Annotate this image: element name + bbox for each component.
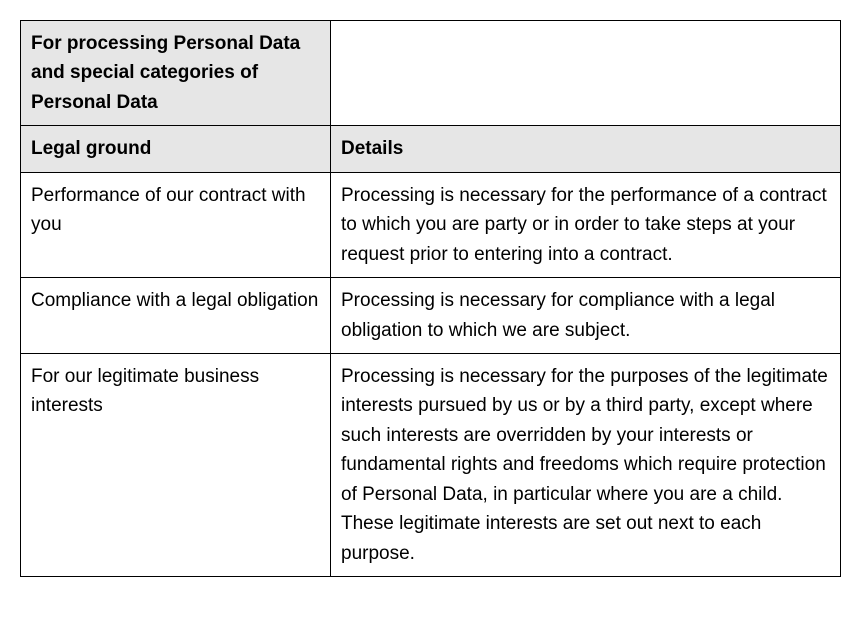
table-row: For our legitimate business interests Pr…: [21, 353, 841, 576]
cell-ground: Performance of our contract with you: [21, 172, 331, 277]
table-header-row: Legal ground Details: [21, 126, 841, 172]
table-title-empty-cell: [331, 21, 841, 126]
cell-details: Processing is necessary for the purposes…: [331, 353, 841, 576]
col-header-ground: Legal ground: [21, 126, 331, 172]
cell-ground: For our legitimate business interests: [21, 353, 331, 576]
col-header-details: Details: [331, 126, 841, 172]
cell-details: Processing is necessary for the performa…: [331, 172, 841, 277]
table-row: Compliance with a legal obligation Proce…: [21, 278, 841, 354]
table-title-cell: For processing Personal Data and special…: [21, 21, 331, 126]
cell-details: Processing is necessary for compliance w…: [331, 278, 841, 354]
legal-grounds-table: For processing Personal Data and special…: [20, 20, 841, 577]
cell-ground: Compliance with a legal obligation: [21, 278, 331, 354]
table-title-row: For processing Personal Data and special…: [21, 21, 841, 126]
table-row: Performance of our contract with you Pro…: [21, 172, 841, 277]
